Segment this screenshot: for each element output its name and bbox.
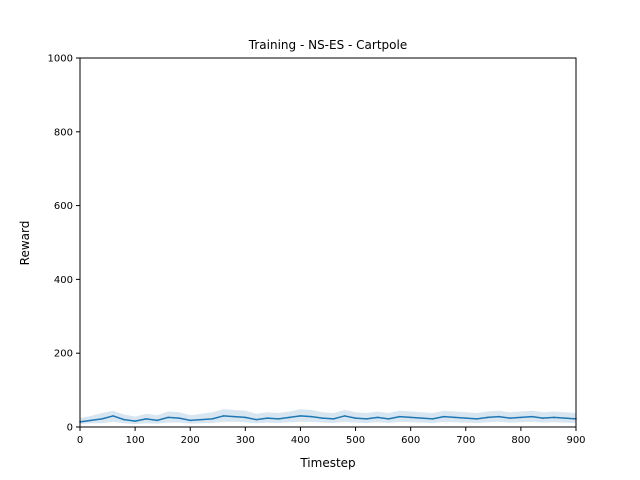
y-axis-label: Reward	[18, 221, 32, 266]
reward-point	[531, 415, 533, 418]
reward-point	[156, 419, 158, 422]
plot-frame	[79, 57, 577, 428]
reward-point	[134, 420, 136, 422]
y-tick-label: 1000	[48, 54, 73, 65]
reward-point	[178, 417, 180, 419]
reward-point	[343, 415, 346, 417]
reward-point	[266, 417, 269, 419]
reward-point	[255, 418, 258, 421]
reward-line	[79, 415, 577, 423]
y-tick-label: 400	[54, 275, 73, 286]
reward-point	[321, 417, 324, 419]
reward-point	[244, 416, 247, 419]
reward-point	[112, 415, 114, 417]
reward-point	[310, 415, 313, 418]
reward-point	[498, 415, 500, 418]
reward-point	[453, 416, 456, 419]
y-tick-label: 200	[54, 349, 73, 360]
reward-point	[509, 417, 511, 419]
reward-point	[332, 418, 335, 420]
y-tick-label: 600	[54, 201, 73, 212]
reward-point	[442, 415, 445, 418]
x-tick-label: 600	[401, 435, 420, 446]
reward-point	[288, 416, 291, 419]
reward-point	[464, 417, 467, 419]
x-tick-label: 400	[291, 435, 310, 446]
reward-point	[376, 416, 379, 419]
reward-band	[80, 409, 576, 425]
reward-point	[387, 418, 390, 420]
reward-point	[222, 415, 225, 417]
reward-point	[420, 417, 423, 419]
reward-point	[431, 418, 434, 420]
x-axis-ticks: 0 100 200 300 400 500 600 700 800 900	[77, 427, 586, 446]
reward-point	[90, 419, 92, 422]
x-axis-label: Timestep	[299, 456, 355, 470]
plot-area	[79, 409, 577, 425]
reward-point	[564, 417, 566, 419]
y-axis-ticks: 0 200 400 600 800 1000	[48, 54, 80, 434]
reward-point	[200, 418, 203, 421]
x-tick-label: 0	[77, 435, 83, 446]
y-tick-label: 800	[54, 127, 73, 138]
reward-point	[409, 416, 412, 419]
reward-line-layer	[79, 415, 577, 423]
reward-point	[277, 418, 280, 420]
reward-point	[211, 418, 214, 420]
chart-title: Training - NS-ES - Cartpole	[248, 38, 407, 52]
reward-point	[101, 418, 103, 420]
reward-point	[520, 416, 522, 419]
x-tick-label: 200	[181, 435, 200, 446]
x-tick-label: 700	[456, 435, 475, 446]
reward-point	[299, 415, 302, 417]
x-tick-label: 500	[346, 435, 365, 446]
reward-point	[145, 418, 147, 420]
reward-point	[189, 419, 192, 422]
x-tick-label: 300	[236, 435, 255, 446]
reward-point	[365, 418, 368, 420]
reward-point	[123, 418, 125, 421]
reward-point	[233, 415, 236, 418]
x-tick-label: 800	[511, 435, 530, 446]
reward-point	[398, 415, 401, 418]
reward-point	[354, 417, 357, 419]
reward-point	[476, 418, 478, 420]
x-tick-label: 900	[566, 435, 585, 446]
reward-point	[553, 416, 555, 419]
reward-point	[542, 417, 544, 419]
reward-point	[487, 416, 489, 419]
x-tick-label: 100	[126, 435, 145, 446]
reward-band-layer	[80, 409, 576, 425]
y-tick-label: 0	[67, 423, 73, 434]
reward-point	[167, 416, 169, 419]
